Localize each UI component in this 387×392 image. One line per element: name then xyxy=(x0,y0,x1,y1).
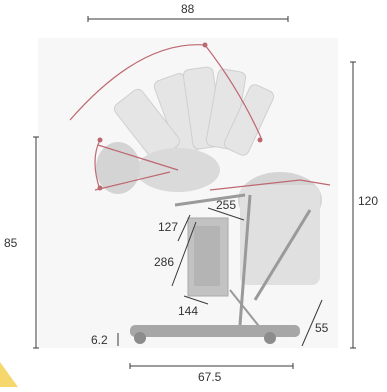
rear-body xyxy=(240,185,320,285)
label-bottom-width: 67.5 xyxy=(198,370,222,384)
footrest-pad xyxy=(96,142,140,194)
dim-line-leg xyxy=(301,299,323,347)
label-seat-depth: 144 xyxy=(178,304,199,318)
dim-line-seat-depth xyxy=(183,295,209,305)
dim-line-seat-diagonal xyxy=(171,221,197,287)
label-base-height: 6.2 xyxy=(91,333,108,347)
label-top-width: 88 xyxy=(181,2,195,16)
dimension-lines xyxy=(33,16,356,369)
wheel xyxy=(134,332,146,344)
angle-marker xyxy=(202,42,208,48)
wheel xyxy=(264,332,276,344)
label-backrest-width: 255 xyxy=(216,198,237,212)
base-rail xyxy=(130,325,300,337)
label-seat-offset: 127 xyxy=(158,220,179,234)
angle-marker xyxy=(97,185,103,191)
seat-panel-inner xyxy=(194,226,220,286)
dim-line-seat-offset xyxy=(177,214,191,242)
angle-arc xyxy=(94,139,101,191)
frame-strut xyxy=(174,193,246,207)
recline-arc xyxy=(69,44,206,121)
angle-line xyxy=(97,144,179,171)
recline-arc xyxy=(204,44,263,141)
angle-line xyxy=(94,171,171,191)
frame-strut xyxy=(229,289,263,331)
angle-marker xyxy=(97,137,103,143)
angle-marker xyxy=(257,137,263,143)
frame-strut xyxy=(253,209,312,301)
label-seat-diagonal: 286 xyxy=(154,255,175,269)
label-left-height: 85 xyxy=(4,236,18,250)
chair-illustration xyxy=(69,42,331,344)
label-leg-length: 55 xyxy=(315,321,329,335)
dim-line-backrest xyxy=(207,207,245,221)
label-right-height: 120 xyxy=(358,194,379,208)
angle-line xyxy=(209,179,331,191)
backrest-position xyxy=(223,84,275,156)
corner-accent xyxy=(0,362,18,387)
